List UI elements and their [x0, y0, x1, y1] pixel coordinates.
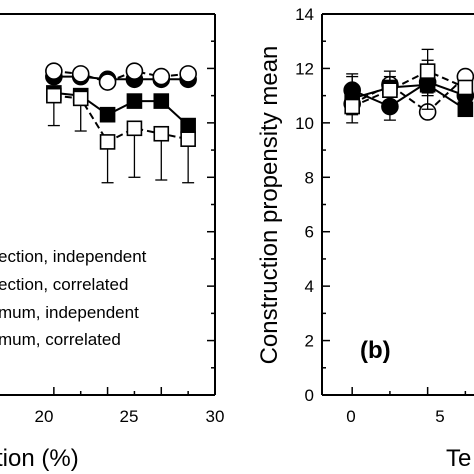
data-point-square-filled — [180, 117, 196, 134]
data-point-square-open — [180, 131, 196, 147]
panel-a-x-axis-title: tion (%) — [0, 445, 79, 472]
panel-a-ticks — [53, 13, 216, 396]
panel-b-label: (b) — [360, 337, 391, 364]
data-point-circle-open — [179, 65, 197, 83]
panel-b-ytick-label-14: 14 — [295, 5, 314, 24]
series-line-b-1 — [351, 80, 466, 108]
series-line-b-3 — [351, 83, 466, 111]
panel-b-xtick-label-0: 0 — [346, 407, 355, 426]
panel-b: 0 2 4 6 8 10 12 14 0 5 Construction propensity … — [256, 5, 474, 472]
legend-entry-2: ection, correlated — [0, 275, 128, 294]
panel-b-xtick-label-5: 5 — [435, 407, 444, 426]
panel-a-xtick-label-30: 30 — [206, 407, 225, 426]
panel-b-x-axis-title: Te — [446, 445, 471, 472]
panel-b-ytick-label-12: 12 — [295, 59, 314, 78]
data-point-square-filled — [99, 106, 116, 123]
data-point-square-open — [344, 98, 360, 115]
series-line-b-2 — [351, 75, 467, 114]
legend-entry-3: mum, independent — [0, 303, 139, 322]
data-point-square-open — [99, 134, 116, 150]
panel-b-ytick-labels: 0 2 4 6 8 10 12 14 — [295, 5, 314, 405]
panel-b-ytick-label-8: 8 — [305, 168, 314, 187]
data-point-square-filled — [457, 101, 474, 118]
panel-a-series — [45, 62, 197, 184]
data-point-circle-open — [45, 62, 63, 80]
panel-b-ytick-label-2: 2 — [305, 332, 314, 351]
data-point-square-open — [126, 120, 143, 137]
legend-entry-4: mum, correlated — [0, 330, 121, 349]
series-line-b-4 — [351, 70, 466, 108]
panel-a: 20 25 30 tion (%) ection, independent ec… — [0, 13, 225, 472]
panel-b-ytick-label-6: 6 — [305, 223, 314, 242]
data-point-square-open — [382, 82, 398, 98]
panel-b-ytick-label-4: 4 — [305, 277, 314, 296]
data-point-square-open — [46, 87, 62, 104]
panel-b-ytick-label-0: 0 — [305, 386, 314, 405]
legend-entry-1: ection, independent — [0, 247, 147, 266]
panel-b-series — [343, 48, 474, 124]
panel-a-xtick-label-25: 25 — [120, 407, 139, 426]
data-point-circle-open — [125, 62, 144, 80]
panel-b-ticks — [322, 13, 467, 396]
panel-a-legend: ection, independent ection, correlated m… — [0, 247, 147, 349]
data-point-square-open — [72, 90, 89, 107]
panel-b-y-axis-title: Construction propensity mean — [256, 46, 283, 365]
data-point-square-filled — [153, 93, 170, 109]
data-point-square-open — [153, 125, 170, 142]
data-point-circle-open — [71, 65, 90, 83]
data-point-square-open — [419, 63, 436, 79]
data-point-square-filled — [126, 93, 143, 109]
panel-b-ytick-label-10: 10 — [295, 114, 314, 133]
data-point-circle-open — [98, 73, 117, 91]
panel-a-xtick-label-20: 20 — [35, 407, 54, 426]
data-point-circle-open — [152, 67, 171, 86]
data-point-square-open — [457, 79, 474, 96]
